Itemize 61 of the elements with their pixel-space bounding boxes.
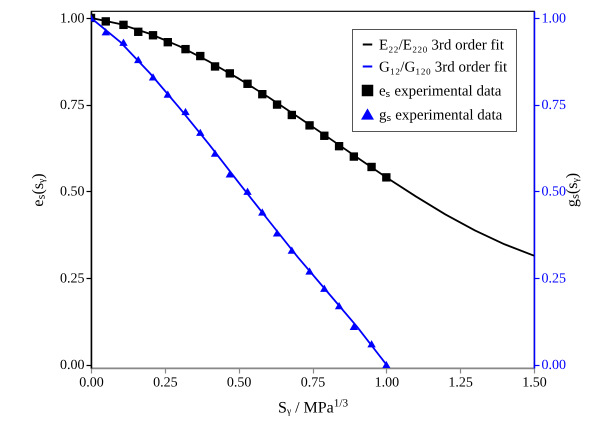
point bbox=[288, 110, 296, 120]
point bbox=[258, 208, 266, 216]
point bbox=[164, 38, 172, 46]
point bbox=[320, 284, 328, 292]
point bbox=[164, 90, 172, 98]
point bbox=[148, 31, 158, 40]
point bbox=[258, 90, 266, 98]
point bbox=[382, 360, 391, 368]
legend-label: gₛ experimental data bbox=[379, 108, 503, 124]
y-tick-label: 1.00 bbox=[60, 11, 84, 26]
point bbox=[288, 246, 296, 254]
x-axis-title: Sᵧ / MPa$^{1/3}$ bbox=[278, 398, 348, 416]
y-tick-label: 0.50 bbox=[60, 184, 84, 200]
x-tick-label: 0.75 bbox=[300, 376, 326, 390]
point bbox=[148, 73, 158, 80]
point bbox=[367, 162, 376, 172]
y-tick-label: 0.00 bbox=[60, 358, 84, 374]
y2-tick-label: 0.50 bbox=[542, 184, 566, 200]
legend-label: E₂₂/E₂₂₀ 3rd order fit bbox=[379, 38, 505, 54]
point bbox=[272, 229, 282, 236]
x-tick-label: 0.25 bbox=[153, 376, 178, 390]
point bbox=[350, 322, 358, 330]
point bbox=[181, 108, 190, 116]
point bbox=[119, 20, 128, 30]
x-tick-label: 1.25 bbox=[448, 376, 473, 390]
y-tick-label: 0.25 bbox=[60, 271, 84, 286]
point bbox=[334, 302, 344, 310]
x-tick-label: 0.50 bbox=[226, 376, 252, 390]
point bbox=[367, 340, 376, 348]
point bbox=[210, 149, 220, 157]
legend-label: G₁₂/G₁₂₀ 3rd order fit bbox=[379, 60, 508, 76]
point bbox=[102, 17, 110, 26]
y2-tick-label: 0.00 bbox=[542, 358, 566, 374]
x-tick-label: 0.00 bbox=[79, 376, 104, 390]
point bbox=[226, 69, 234, 78]
point bbox=[272, 100, 282, 109]
point bbox=[181, 44, 190, 54]
y2-axis-title: gₛ(sᵧ) bbox=[564, 172, 581, 208]
x-tick-label: 1.50 bbox=[522, 376, 547, 390]
point bbox=[134, 28, 142, 36]
point bbox=[119, 38, 128, 46]
point bbox=[382, 173, 391, 182]
y2-tick-label: 0.75 bbox=[542, 98, 566, 114]
point bbox=[320, 132, 328, 140]
legend-label: eₛ experimental data bbox=[379, 84, 502, 100]
y2-tick-label: 1.00 bbox=[542, 11, 566, 26]
point bbox=[196, 128, 204, 136]
point bbox=[134, 56, 142, 64]
point bbox=[334, 142, 344, 150]
y-tick-label: 0.75 bbox=[60, 98, 84, 114]
point bbox=[305, 121, 314, 130]
point bbox=[243, 80, 252, 88]
point bbox=[350, 152, 358, 161]
point bbox=[243, 188, 252, 195]
point bbox=[305, 267, 314, 275]
y-axis-title: eₛ(sᵧ) bbox=[30, 173, 47, 207]
x-tick-label: 1.00 bbox=[374, 376, 400, 390]
point bbox=[210, 62, 220, 71]
point bbox=[102, 28, 110, 36]
y2-tick-label: 0.25 bbox=[542, 271, 566, 286]
point bbox=[196, 52, 204, 60]
